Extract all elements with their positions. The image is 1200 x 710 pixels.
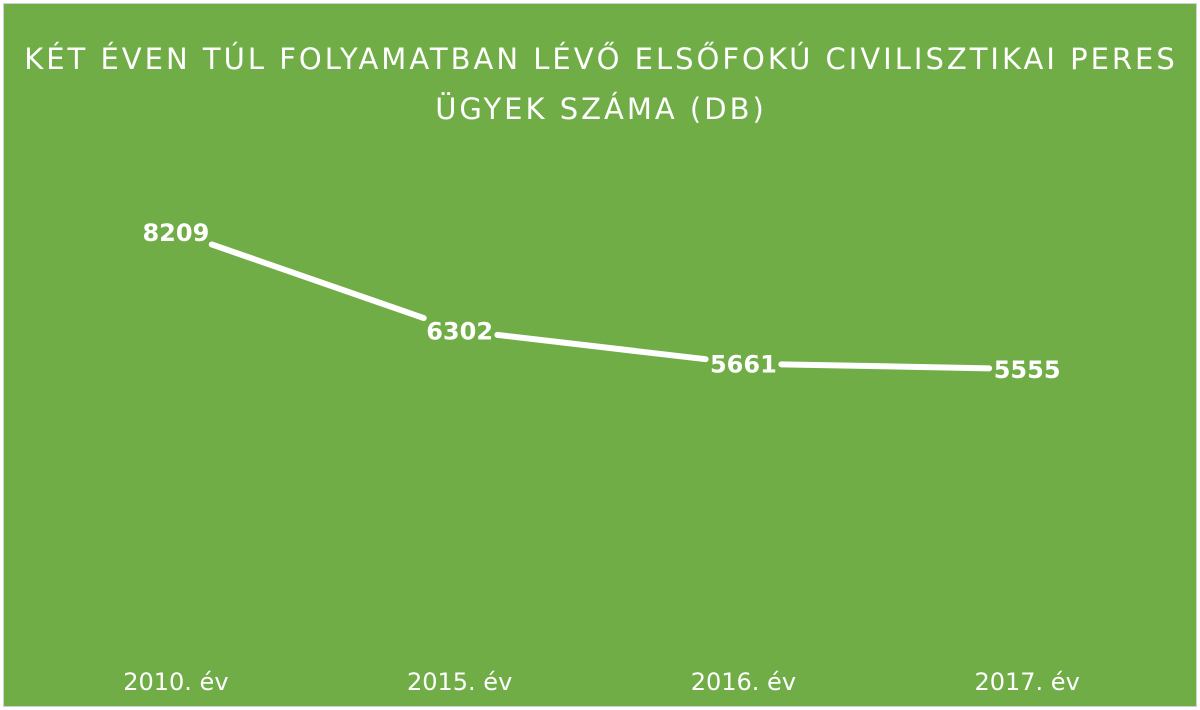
x-tick-label: 2010. év	[123, 668, 228, 696]
data-label: 6302	[426, 317, 493, 345]
chart-title: KÉT ÉVEN TÚL FOLYAMATBAN LÉVŐ ELSŐFOKÚ C…	[24, 42, 1178, 126]
x-tick-label: 2015. év	[407, 668, 512, 696]
series-line-segment	[208, 241, 427, 322]
series-line-segment	[778, 361, 993, 372]
data-label: 5555	[994, 356, 1061, 384]
chart-area: KÉT ÉVEN TÚL FOLYAMATBAN LÉVŐ ELSŐFOKÚ C…	[3, 3, 1197, 707]
x-tick-label: 2017. év	[974, 668, 1079, 696]
data-label: 8209	[142, 219, 209, 247]
data-label: 5661	[710, 351, 777, 379]
line-chart: 8209 6302 5661 5555 2010. év 2015. év 2016. é…	[123, 219, 1080, 696]
series-line-segment	[494, 331, 709, 363]
x-tick-label: 2016. év	[691, 668, 796, 696]
